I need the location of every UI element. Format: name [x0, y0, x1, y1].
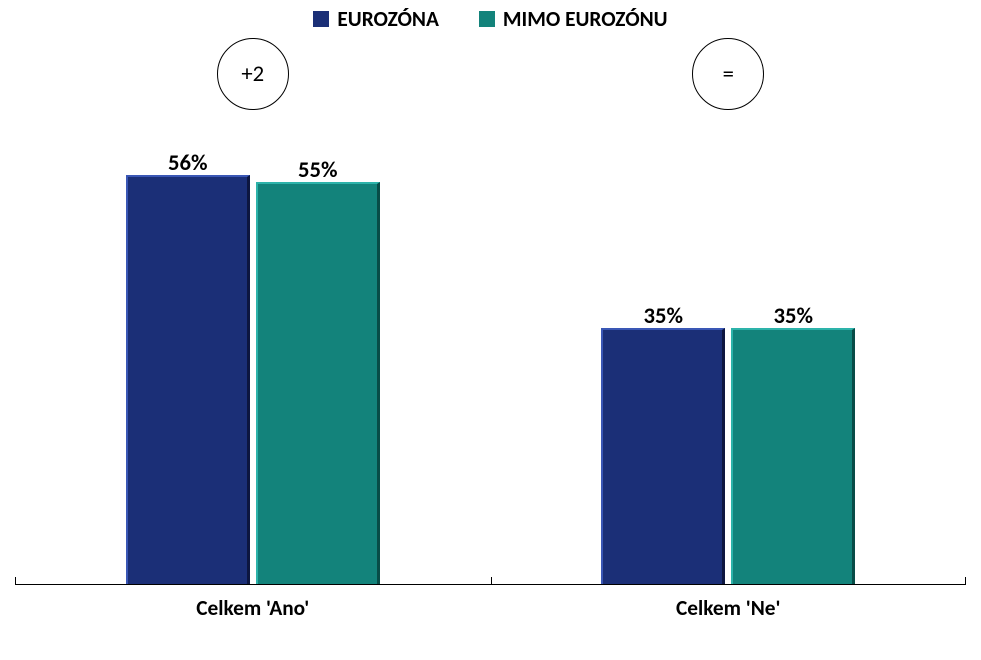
- axis-tick-right: [965, 577, 966, 584]
- legend-swatch-1: [313, 11, 329, 27]
- category-label-1: Celkem 'Ano': [73, 595, 433, 621]
- legend: EUROZÓNA MIMO EUROZÓNU: [0, 6, 981, 32]
- badge-cat-1: +2: [217, 38, 289, 110]
- legend-swatch-2: [479, 11, 495, 27]
- axis-tick-left: [15, 577, 16, 584]
- bar-cat2-series2: [731, 328, 855, 584]
- legend-label-1: EUROZÓNA: [337, 6, 439, 32]
- bar-label-cat2-series1: 35%: [601, 302, 725, 330]
- bar-cat1-series1: [126, 175, 250, 584]
- bar-cat2-series1: [601, 328, 725, 584]
- plot-area: +2 = 56% 55% 35% 35%: [15, 30, 966, 585]
- bar-label-cat1-series1: 56%: [126, 149, 250, 177]
- badge-cat-2: =: [692, 38, 764, 110]
- chart-container: EUROZÓNA MIMO EUROZÓNU +2 = 56% 55% 35% …: [0, 0, 981, 660]
- legend-label-2: MIMO EUROZÓNU: [503, 6, 668, 32]
- bar-cat1-series2: [256, 182, 380, 584]
- bar-label-cat1-series2: 55%: [256, 156, 380, 184]
- legend-item-2: MIMO EUROZÓNU: [479, 6, 668, 32]
- axis-tick-mid: [491, 577, 492, 584]
- legend-item-1: EUROZÓNA: [313, 6, 439, 32]
- category-label-2: Celkem 'Ne': [548, 595, 908, 621]
- bar-label-cat2-series2: 35%: [731, 302, 855, 330]
